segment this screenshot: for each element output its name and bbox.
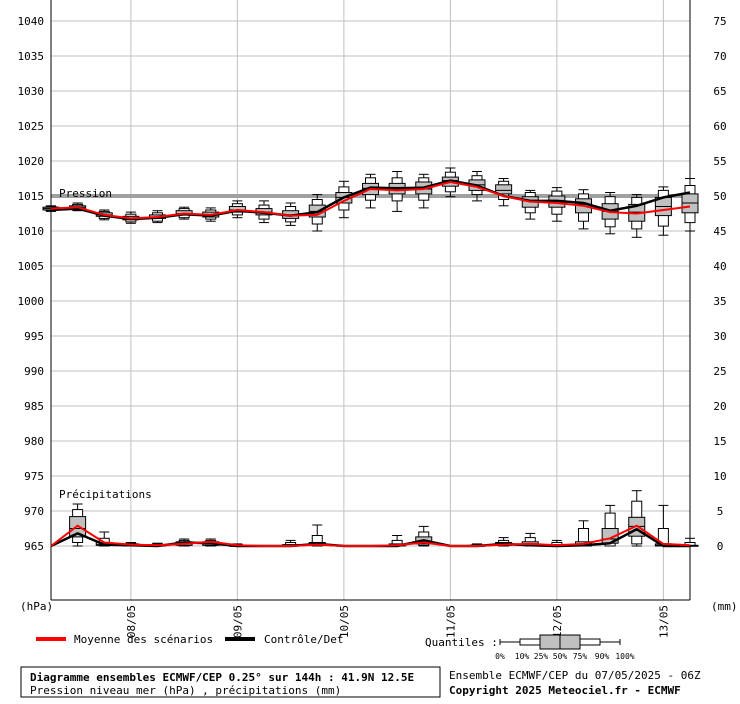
precip-boxes (69, 490, 699, 547)
pressure-box (495, 178, 513, 207)
run-info: Ensemble ECMWF/CEP du 07/05/2025 - 06Z (449, 669, 701, 682)
left-tick-label: 1035 (18, 50, 45, 63)
date-tick-label: 10/05 (338, 605, 351, 638)
right-tick-label: 40 (713, 260, 726, 273)
left-tick-label: 1030 (18, 85, 45, 98)
right-tick-label: 35 (713, 295, 726, 308)
right-tick-label: 20 (713, 400, 726, 413)
date-tick-label: 08/05 (125, 605, 138, 638)
legend-control-label: Contrôle/Det (264, 633, 343, 646)
left-tick-label: 1010 (18, 225, 45, 238)
right-tick-label: 15 (713, 435, 726, 448)
chart-subtitle: Pression niveau mer (hPa) , précipitatio… (30, 684, 341, 697)
left-tick-label: 980 (24, 435, 44, 448)
legend-control-swatch (225, 637, 255, 641)
date-tick-label: 11/05 (444, 605, 457, 638)
box-outer (311, 535, 323, 547)
precip-control-line (50, 527, 690, 548)
right-tick-label: 10 (713, 470, 726, 483)
right-tick-label: 70 (713, 50, 726, 63)
right-tick-label: 30 (713, 330, 726, 343)
right-tick-label: 65 (713, 85, 726, 98)
right-tick-label: 75 (713, 15, 726, 28)
left-tick-label: 1025 (18, 120, 45, 133)
quantile-label: 10% (515, 652, 530, 661)
left-tick-label: 965 (24, 540, 44, 553)
left-tick-label: 985 (24, 400, 44, 413)
right-tick-label: 0 (717, 540, 724, 553)
left-unit-label: (hPa) (20, 600, 53, 613)
left-tick-label: 975 (24, 470, 44, 483)
precip-box (628, 490, 646, 547)
legend-mean-swatch (36, 637, 66, 641)
quantile-label: 0% (495, 652, 505, 661)
quantile-label: 25% (534, 652, 549, 661)
series-lines (50, 179, 691, 548)
pressure-box (388, 171, 406, 212)
left-tick-label: 1000 (18, 295, 45, 308)
legend-quantiles-title: Quantiles : (425, 636, 498, 649)
right-unit-label: (mm) (711, 600, 738, 613)
gridlines (51, 0, 690, 600)
right-tick-label: 55 (713, 155, 726, 168)
quantile-label: 90% (595, 652, 610, 661)
precip-mean-line (50, 524, 691, 547)
footer-title-box (20, 666, 441, 698)
precip-label: Précipitations (59, 488, 152, 501)
left-tick-label: 995 (24, 330, 44, 343)
legend: Moyenne des scénarios Contrôle/Det Quant… (36, 633, 635, 661)
date-tick-label: 09/05 (231, 605, 244, 638)
date-tick-label: 13/05 (657, 605, 670, 638)
box-inner (495, 184, 513, 195)
left-tick-label: 1020 (18, 155, 45, 168)
pressure-box (681, 178, 699, 232)
copyright-text: Copyright 2025 Meteociel.fr - ECMWF (449, 684, 681, 697)
axes (50, 0, 691, 601)
quantile-label: 50% (553, 652, 568, 661)
pressure-box (415, 173, 433, 209)
left-tick-label: 990 (24, 365, 44, 378)
chart-title: Diagramme ensembles ECMWF/CEP 0.25° sur … (30, 671, 414, 684)
left-tick-label: 1005 (18, 260, 45, 273)
pressure-mean-line (50, 181, 691, 220)
legend-mean-label: Moyenne des scénarios (74, 633, 213, 646)
quantile-legend-box: 0% 10% 25% 50% 75% 90% 100% (495, 634, 635, 661)
quantile-label: 75% (573, 652, 588, 661)
date-tick-label: 12/05 (551, 605, 564, 638)
right-tick-label: 25 (713, 365, 726, 378)
left-tick-label: 1015 (18, 190, 45, 203)
right-tick-label: 45 (713, 225, 726, 238)
left-tick-label: 970 (24, 505, 44, 518)
right-tick-label: 5 (717, 505, 724, 518)
pressure-label: Pression (59, 187, 112, 200)
right-tick-label: 60 (713, 120, 726, 133)
tick-labels: 965 0 970 5 975 10 980 15 985 20 990 25 995 30 1000 35 1… (18, 15, 727, 638)
left-tick-label: 1040 (18, 15, 45, 28)
pressure-boxes (42, 167, 699, 238)
quantile-label: 100% (615, 652, 634, 661)
right-tick-label: 50 (713, 190, 726, 203)
